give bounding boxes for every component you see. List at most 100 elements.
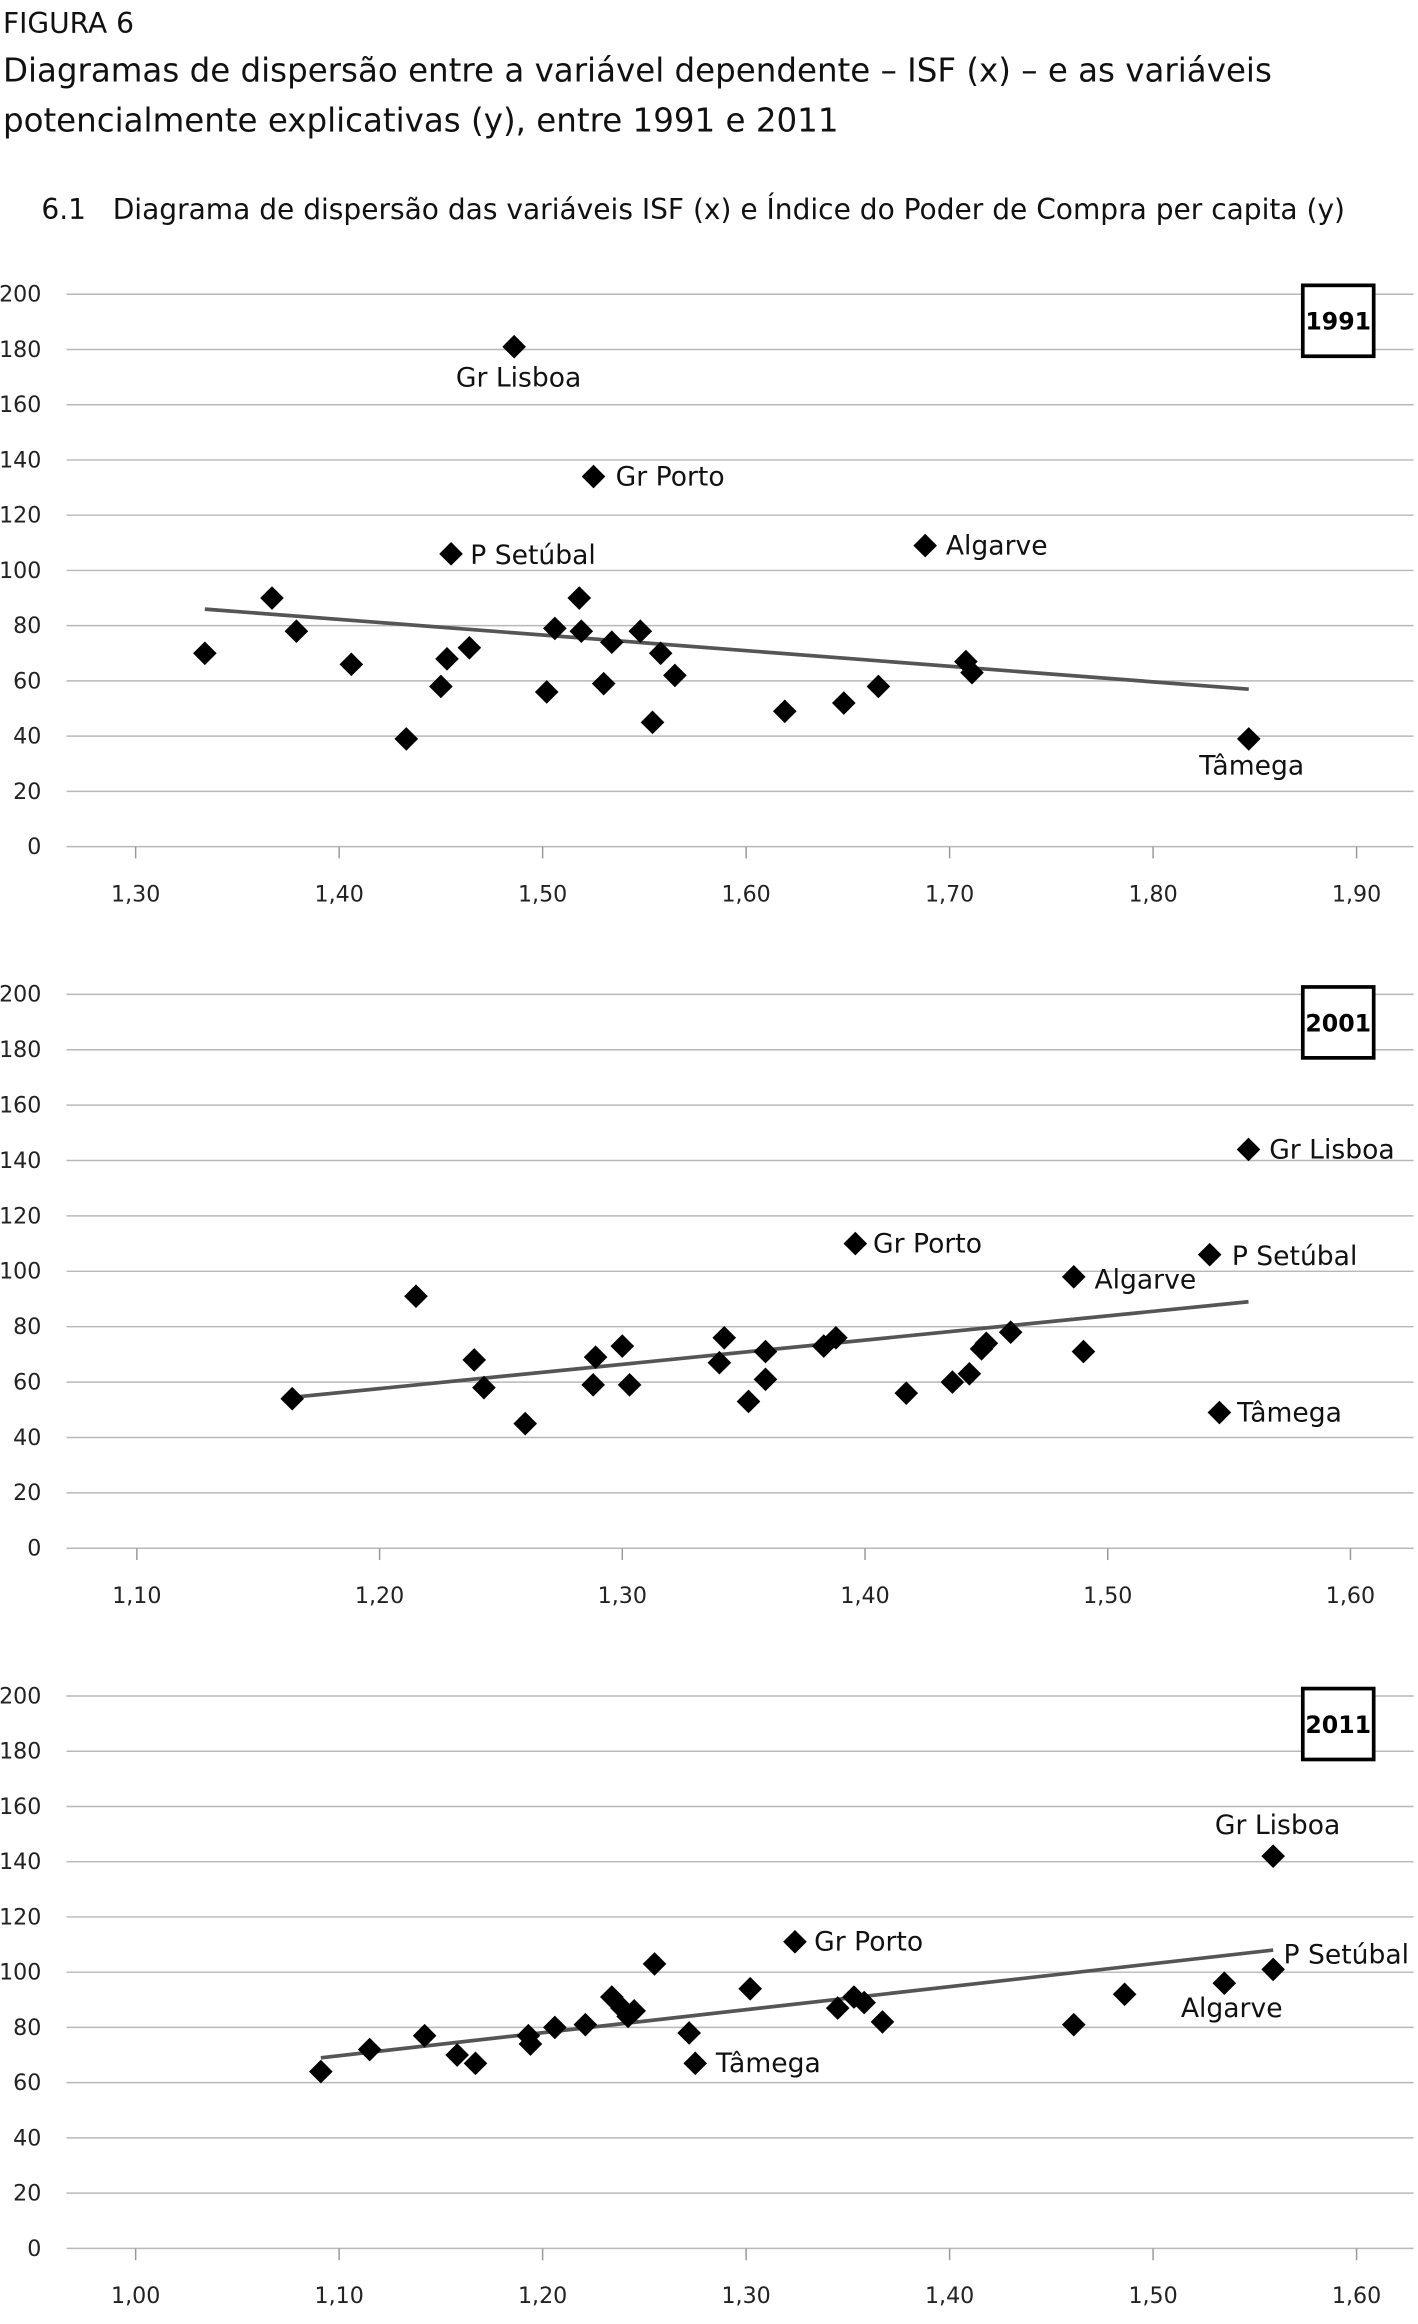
point-label: Tâmega: [1198, 750, 1304, 781]
x-tick-label: 1,70: [925, 881, 974, 907]
y-tick-label: 80: [13, 1314, 41, 1340]
y-tick-label: 120: [0, 503, 41, 529]
point-label: Tâmega: [1236, 1397, 1342, 1428]
point-label: P Setúbal: [1232, 1241, 1358, 1272]
data-point: [435, 647, 459, 671]
y-tick-label: 100: [0, 558, 41, 584]
data-point: [1197, 1242, 1222, 1267]
x-tick-label: 1,40: [314, 881, 363, 907]
point-label: Gr Porto: [814, 1927, 923, 1958]
data-point: [412, 2023, 437, 2048]
data-point: [707, 1350, 732, 1375]
figure-subtitle: 6.1 Diagrama de dispersão das variáveis …: [41, 192, 1345, 226]
figure-title-line2: potencialmente explicativas (y), entre 1…: [3, 102, 839, 140]
data-point: [463, 2051, 488, 2076]
data-point: [394, 727, 419, 751]
y-tick-label: 180: [0, 1739, 41, 1765]
data-point: [583, 1345, 608, 1369]
data-point: [825, 1996, 850, 2020]
data-point: [472, 1375, 496, 1400]
data-point: [543, 2015, 567, 2040]
data-point: [824, 1325, 848, 1350]
data-point: [1112, 1982, 1137, 2007]
data-point: [309, 2059, 333, 2084]
y-tick-label: 180: [0, 337, 41, 363]
data-point: [339, 652, 364, 677]
data-point: [852, 1990, 876, 2015]
y-tick-label: 60: [13, 2070, 41, 2096]
point-label: Gr Lisboa: [1269, 1134, 1394, 1165]
data-point: [913, 533, 938, 558]
x-tick-label: 1,40: [925, 2283, 974, 2309]
y-tick-label: 160: [0, 392, 41, 418]
y-tick-label: 0: [27, 1536, 41, 1562]
y-tick-label: 180: [0, 1037, 41, 1063]
x-tick-label: 1,50: [1083, 1583, 1132, 1609]
data-point: [894, 1381, 919, 1405]
data-point: [957, 1361, 982, 1386]
x-tick-label: 1,10: [314, 2283, 363, 2309]
data-point: [1061, 2012, 1086, 2037]
x-tick-label: 1,60: [721, 881, 770, 907]
x-tick-label: 1,50: [1128, 2283, 1177, 2309]
y-tick-label: 100: [0, 1259, 41, 1285]
x-tick-label: 1,80: [1128, 881, 1177, 907]
data-point: [357, 2037, 382, 2062]
trend-line: [204, 607, 1249, 692]
y-tick-label: 20: [13, 779, 41, 805]
data-point: [640, 710, 665, 735]
data-point: [843, 1231, 868, 1256]
y-tick-label: 140: [0, 1849, 41, 1875]
y-tick-label: 40: [13, 724, 41, 750]
data-point: [1236, 1137, 1261, 1162]
data-point: [663, 663, 687, 688]
x-tick-label: 1,00: [111, 2283, 160, 2309]
point-label: Algarve: [946, 530, 1048, 561]
data-point: [617, 1373, 642, 1397]
data-point: [772, 699, 797, 724]
y-tick-label: 40: [13, 1425, 41, 1451]
y-tick-label: 120: [0, 1904, 41, 1930]
y-tick-label: 80: [13, 613, 41, 639]
point-label: Algarve: [1181, 1993, 1283, 2024]
point-label: Gr Lisboa: [456, 363, 581, 394]
point-label: Algarve: [1094, 1265, 1196, 1296]
y-tick-label: 120: [0, 1203, 41, 1229]
y-tick-label: 140: [0, 447, 41, 473]
data-point: [280, 1386, 305, 1411]
point-label: Gr Porto: [873, 1228, 982, 1259]
data-point: [573, 2012, 598, 2037]
x-tick-label: 1,20: [355, 1583, 404, 1609]
data-point: [1071, 1339, 1096, 1364]
year-box: [1300, 1686, 1376, 1762]
data-point: [831, 691, 856, 715]
y-tick-label: 40: [13, 2125, 41, 2151]
data-point: [1261, 1844, 1285, 1868]
point-label: Gr Lisboa: [1215, 1810, 1340, 1841]
y-tick-label: 0: [27, 834, 41, 860]
x-tick-label: 1,90: [1332, 881, 1381, 907]
year-box: [1300, 283, 1376, 359]
y-tick-label: 160: [0, 1093, 41, 1119]
data-point: [998, 1320, 1023, 1345]
figure-label: FIGURA 6: [3, 7, 134, 40]
scatter-chart-1991: 0 20 40 60 80 100 120 140 160 180 200 1,30 1,40 1,50 1…: [0, 282, 1414, 907]
data-point: [1261, 1957, 1285, 1982]
y-tick-label: 80: [13, 2015, 41, 2041]
y-tick-label: 60: [13, 668, 41, 694]
y-tick-label: 60: [13, 1369, 41, 1395]
data-point: [866, 674, 891, 699]
data-point: [870, 2010, 895, 2034]
data-point: [738, 1976, 763, 2001]
y-tick-label: 0: [27, 2236, 41, 2262]
y-tick-label: 20: [13, 1480, 41, 1506]
data-point: [284, 619, 309, 644]
data-point: [1236, 727, 1261, 751]
y-tick-label: 200: [0, 982, 41, 1008]
y-tick-label: 100: [0, 1960, 41, 1986]
data-point: [736, 1389, 761, 1414]
year-label: 1991: [1305, 308, 1371, 336]
data-point: [429, 674, 453, 699]
